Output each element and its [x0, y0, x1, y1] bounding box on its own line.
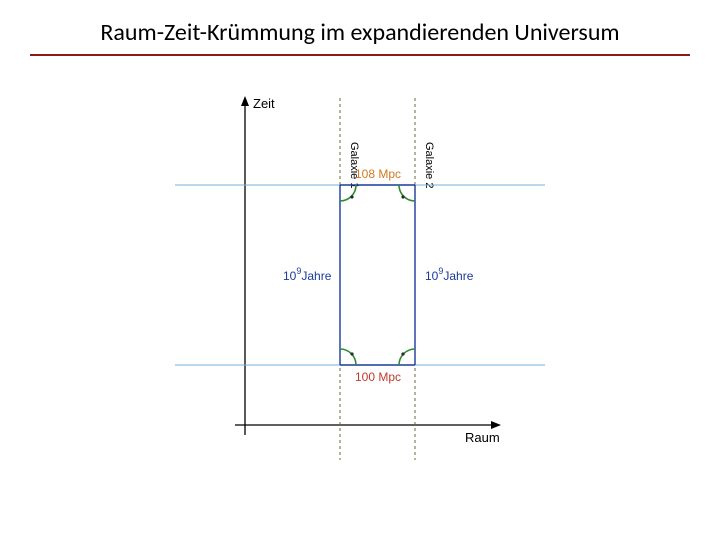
title-underline: [30, 54, 690, 56]
corner-dots: [350, 195, 404, 355]
spacetime-rectangle: [340, 185, 415, 365]
x-axis-label: Raum: [465, 430, 500, 445]
y-axis-label: Zeit: [253, 96, 275, 111]
galaxy-1-label: Galaxie 1: [348, 142, 360, 188]
spacetime-diagram: Zeit Raum Galaxie 1 Galaxie 2 108 Mpc: [175, 90, 545, 470]
page-title: Raum-Zeit-Krümmung im expandierenden Uni…: [0, 18, 720, 47]
left-height-label: 109Jahre: [283, 266, 332, 283]
right-height-label: 109Jahre: [425, 266, 474, 283]
bottom-width-label: 100 Mpc: [355, 370, 401, 384]
top-width-label: 108 Mpc: [355, 167, 401, 181]
galaxy-2-label: Galaxie 2: [423, 142, 435, 188]
corner-arcs: [340, 185, 415, 365]
